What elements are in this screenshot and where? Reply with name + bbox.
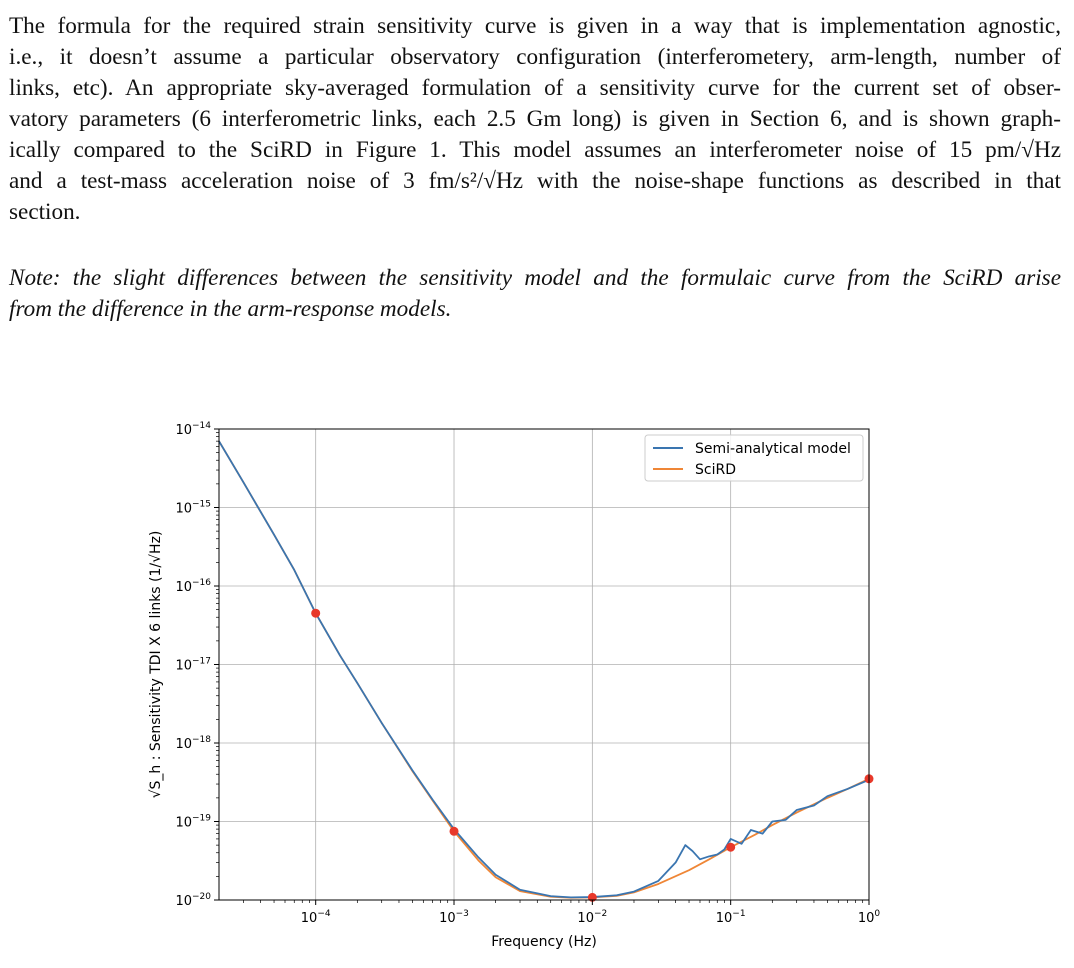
paragraph-line: i.e., it doesn’t assume a particular obs… — [9, 44, 1061, 70]
series-line-semi-analytical-model — [218, 440, 870, 899]
y-axis-label: √S_h : Sensitivity TDI X 6 links (1/√Hz) — [148, 531, 164, 799]
paragraph-line: links, etc). An appropriate sky-averaged… — [9, 75, 1061, 101]
y-tick-labels: 10−14 10−15 10−16 10−17 10−18 10−19 10−20 — [175, 421, 211, 909]
y-tick-label: 10−15 — [175, 500, 211, 517]
note-paragraph: Note: the slight differences between the… — [9, 263, 1061, 325]
x-tick-label: 100 — [858, 909, 881, 926]
y-tick-label: 10−17 — [175, 657, 211, 674]
x-tick-labels: 10−4 10−3 10−2 10−1 100 — [301, 909, 881, 926]
body-paragraph: The formula for the required strain sens… — [9, 11, 1061, 228]
paragraph-line: ically compared to the SciRD in Figure 1… — [9, 137, 1061, 163]
series-lines — [218, 440, 870, 899]
data-point-marker — [726, 842, 736, 852]
series-line-scird — [218, 440, 870, 899]
x-axis-label: Frequency (Hz) — [491, 934, 597, 950]
y-tick-label: 10−16 — [175, 578, 211, 595]
y-tick-label: 10−20 — [175, 892, 211, 909]
data-point-marker — [311, 608, 321, 618]
paragraph-line: section. — [9, 199, 81, 225]
legend-box — [644, 434, 864, 482]
ticks — [214, 428, 870, 905]
grid — [219, 429, 869, 900]
y-tick-label: 10−18 — [175, 735, 211, 752]
paragraph-line: The formula for the required strain sens… — [9, 13, 1061, 39]
x-tick-label: 10−1 — [716, 909, 746, 926]
note-line: from the difference in the arm-response … — [9, 296, 452, 322]
legend: Semi-analytical model SciRD — [644, 434, 864, 482]
y-tick-label: 10−14 — [175, 421, 211, 438]
x-tick-label: 10−3 — [439, 909, 469, 926]
x-tick-label: 10−4 — [301, 909, 331, 926]
note-line: Note: the slight differences between the… — [9, 265, 1061, 291]
legend-label: Semi-analytical model — [695, 441, 851, 457]
sensitivity-figure: 10−4 10−3 10−2 10−1 100 10−14 10−15 10−16 10−17… — [148, 421, 881, 950]
x-tick-label: 10−2 — [577, 909, 607, 926]
y-tick-label: 10−19 — [175, 814, 211, 831]
paragraph-line: vatory parameters (6 interferometric lin… — [9, 106, 1061, 132]
data-point-marker — [449, 826, 459, 836]
legend-label: SciRD — [695, 462, 736, 478]
paragraph-line: and a test-mass acceleration noise of 3 … — [9, 168, 1061, 194]
